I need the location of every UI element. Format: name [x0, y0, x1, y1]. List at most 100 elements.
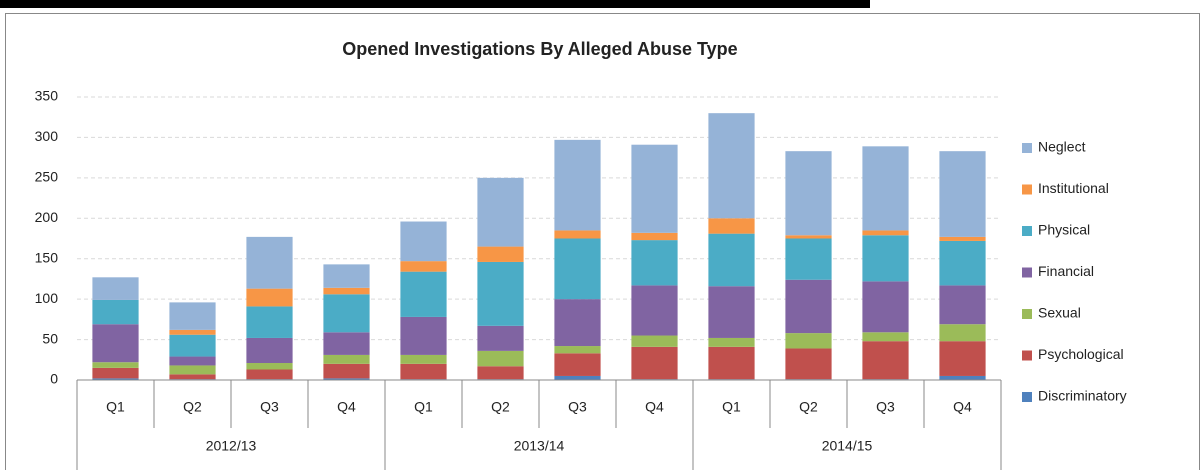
- bar-segment: [400, 363, 447, 380]
- bar-segment: [939, 375, 986, 380]
- bar-segment: [477, 261, 524, 326]
- bar-segment: [862, 332, 909, 342]
- bar-segment: [862, 235, 909, 282]
- bar-segment: [400, 261, 447, 272]
- legend-swatch: [1022, 350, 1032, 361]
- bar-segment: [323, 332, 370, 355]
- y-tick-label: 350: [35, 88, 59, 104]
- bar-segment: [708, 113, 755, 219]
- bar-segment: [939, 240, 986, 286]
- y-tick-label: 0: [50, 371, 58, 387]
- y-tick-label: 150: [35, 249, 59, 265]
- bar-segment: [323, 287, 370, 295]
- bar-segment: [323, 264, 370, 288]
- bar-segment: [477, 246, 524, 262]
- bar-segment: [169, 356, 216, 366]
- x-tick-label: Q3: [568, 399, 587, 415]
- legend-swatch: [1022, 267, 1032, 278]
- group-label: 2012/13: [206, 438, 257, 454]
- bar-segment: [785, 235, 832, 239]
- bar-segment: [708, 286, 755, 338]
- bar-segment: [323, 378, 370, 380]
- bar-segment: [862, 230, 909, 236]
- bar-segment: [323, 354, 370, 364]
- bar-segment: [785, 348, 832, 380]
- bar-segment: [323, 294, 370, 333]
- y-tick-label: 100: [35, 290, 59, 306]
- bar-segment: [246, 363, 293, 370]
- legend-label: Sexual: [1038, 305, 1081, 321]
- legend-label: Physical: [1038, 222, 1090, 238]
- bar-segment: [708, 233, 755, 287]
- bar-segment: [939, 341, 986, 376]
- bar-segment: [554, 238, 601, 300]
- bar-segment: [554, 230, 601, 239]
- bar-segment: [477, 366, 524, 380]
- bar-segment: [246, 306, 293, 338]
- bar-segment: [400, 221, 447, 262]
- bar-segment: [554, 353, 601, 376]
- x-tick-label: Q1: [414, 399, 433, 415]
- bar-segment: [708, 218, 755, 234]
- bar-segment: [169, 365, 216, 375]
- bar-segment: [246, 288, 293, 307]
- bar-segment: [785, 333, 832, 349]
- bar-segment: [92, 362, 139, 368]
- legend-label: Institutional: [1038, 180, 1109, 196]
- legend-swatch: [1022, 184, 1032, 195]
- y-tick-label: 50: [42, 330, 58, 346]
- x-tick-label: Q3: [876, 399, 895, 415]
- bar-segment: [631, 144, 678, 233]
- legend-swatch: [1022, 226, 1032, 236]
- bar-segment: [477, 350, 524, 367]
- bar-segment: [400, 354, 447, 364]
- bar-segment: [400, 316, 447, 355]
- bar-segment: [862, 146, 909, 231]
- bar-segment: [631, 232, 678, 241]
- group-label: 2013/14: [514, 438, 565, 454]
- bar-segment: [246, 236, 293, 289]
- bar-segment: [554, 299, 601, 347]
- x-tick-label: Q1: [106, 399, 125, 415]
- bar-segment: [939, 324, 986, 342]
- bar-segment: [246, 337, 293, 364]
- legend-label: Financial: [1038, 263, 1094, 279]
- bar-segment: [939, 151, 986, 237]
- bar-segment: [862, 281, 909, 333]
- x-tick-label: Q2: [183, 399, 202, 415]
- y-tick-label: 250: [35, 169, 59, 185]
- legend-label: Discriminatory: [1038, 388, 1127, 404]
- group-label: 2014/15: [822, 438, 873, 454]
- bar-segment: [708, 346, 755, 380]
- bar-segment: [785, 151, 832, 236]
- bar-segment: [92, 324, 139, 363]
- x-tick-label: Q4: [953, 399, 972, 415]
- x-tick-label: Q2: [799, 399, 818, 415]
- bar-segment: [169, 302, 216, 330]
- bar-segment: [169, 329, 216, 335]
- y-tick-label: 300: [35, 128, 59, 144]
- bar-segment: [92, 277, 139, 300]
- x-tick-label: Q4: [645, 399, 664, 415]
- bar-segment: [708, 337, 755, 347]
- bar-segment: [631, 335, 678, 347]
- bar-segment: [631, 240, 678, 286]
- y-tick-label: 200: [35, 209, 59, 225]
- top-bar: [0, 0, 870, 8]
- legend-swatch: [1022, 143, 1032, 153]
- bar-segment: [939, 285, 986, 325]
- bar-segment: [939, 236, 986, 241]
- bar-segment: [477, 325, 524, 351]
- bar-segment: [169, 334, 216, 357]
- bar-segment: [554, 375, 601, 380]
- bar-segment: [785, 279, 832, 334]
- bar-segment: [631, 285, 678, 336]
- x-tick-label: Q2: [491, 399, 510, 415]
- chart-title: Opened Investigations By Alleged Abuse T…: [342, 39, 737, 59]
- legend-swatch: [1022, 392, 1032, 402]
- bar-segment: [554, 346, 601, 354]
- bar-segment: [92, 367, 139, 379]
- bar-segment: [92, 378, 139, 380]
- bar-segment: [631, 346, 678, 380]
